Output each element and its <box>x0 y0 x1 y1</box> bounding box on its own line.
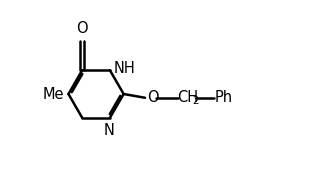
Text: Me: Me <box>43 87 65 101</box>
Text: NH: NH <box>114 61 136 76</box>
Text: 2: 2 <box>192 96 198 106</box>
Text: CH: CH <box>177 90 198 105</box>
Text: Ph: Ph <box>215 90 233 105</box>
Text: N: N <box>104 123 114 138</box>
Text: O: O <box>147 90 159 105</box>
Text: O: O <box>77 21 88 36</box>
